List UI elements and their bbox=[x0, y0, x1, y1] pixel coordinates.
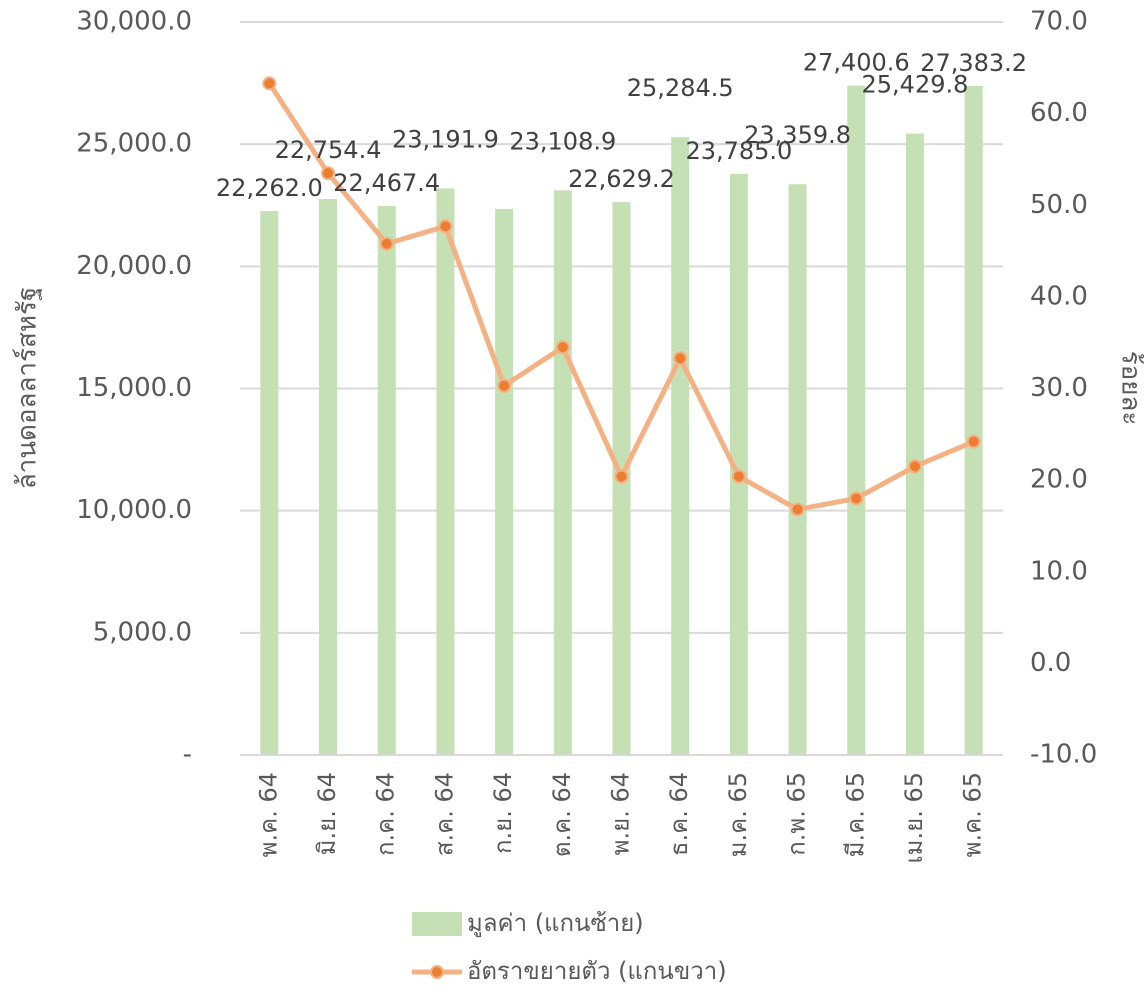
data-label: 22,262.0 bbox=[216, 174, 323, 202]
data-label: 23,191.9 bbox=[392, 125, 499, 153]
data-label: 27,400.6 bbox=[803, 49, 910, 77]
marker bbox=[262, 76, 277, 91]
bar bbox=[553, 190, 572, 755]
marker bbox=[790, 502, 805, 517]
legend-marker bbox=[430, 965, 444, 979]
y-axis-title: ล้านดอลลาร์สหรัฐ bbox=[13, 287, 43, 490]
y-tick-label: 20,000.0 bbox=[76, 251, 192, 281]
marker bbox=[673, 351, 688, 366]
y2-tick-label: 30.0 bbox=[1030, 373, 1088, 403]
y-tick-label: 30,000.0 bbox=[76, 7, 192, 37]
marker bbox=[731, 469, 746, 484]
bar bbox=[847, 85, 866, 755]
data-label: 25,429.8 bbox=[862, 71, 969, 99]
marker bbox=[438, 219, 453, 234]
legend-label: มูลค่า (แกนซ้าย) bbox=[467, 909, 644, 938]
bar bbox=[905, 133, 924, 755]
x-tick-label: ส.ค. 64 bbox=[430, 772, 458, 856]
x-tick-label: พ.ค. 64 bbox=[254, 772, 282, 857]
bar bbox=[964, 85, 983, 756]
data-label: 22,754.4 bbox=[275, 136, 382, 164]
y2-axis-title: ร้อยละ bbox=[1116, 351, 1146, 426]
data-label: 22,467.4 bbox=[333, 169, 440, 197]
marker bbox=[379, 236, 394, 251]
x-tick-label: พ.ค. 65 bbox=[959, 772, 987, 857]
y2-tick-label: -10.0 bbox=[1030, 740, 1097, 770]
y-tick-label: - bbox=[183, 740, 192, 770]
bar bbox=[671, 137, 690, 755]
x-tick-label: ก.ย. 64 bbox=[489, 772, 517, 854]
x-tick-label: มิ.ย. 64 bbox=[313, 772, 341, 855]
marker bbox=[966, 434, 981, 449]
bar bbox=[729, 173, 748, 756]
data-label: 23,785.0 bbox=[685, 137, 792, 165]
x-tick-label: ม.ค. 65 bbox=[724, 772, 752, 857]
x-tick-label: เม.ย. 65 bbox=[900, 772, 928, 864]
bar bbox=[788, 184, 807, 756]
bar bbox=[436, 188, 455, 755]
data-label: 27,383.2 bbox=[920, 49, 1027, 77]
y-tick-label: 10,000.0 bbox=[76, 495, 192, 525]
y2-tick-label: 60.0 bbox=[1030, 98, 1088, 128]
legend-swatch bbox=[412, 912, 462, 936]
bar bbox=[260, 211, 279, 756]
data-label: 25,284.5 bbox=[627, 74, 734, 102]
y2-tick-label: 20.0 bbox=[1030, 465, 1088, 495]
x-tick-label: ธ.ค. 64 bbox=[665, 772, 693, 856]
y2-tick-label: 50.0 bbox=[1030, 190, 1088, 220]
x-tick-label: พ.ย. 64 bbox=[607, 772, 635, 855]
x-tick-label: ก.ค. 64 bbox=[372, 772, 400, 856]
legend-label: อัตราขยายตัว (แกนขวา) bbox=[467, 957, 727, 985]
y-tick-label: 5,000.0 bbox=[93, 617, 192, 647]
y-tick-label: 15,000.0 bbox=[76, 373, 192, 403]
y2-tick-label: 0.0 bbox=[1030, 648, 1071, 678]
x-tick-label: ก.พ. 65 bbox=[783, 772, 811, 856]
bar bbox=[495, 208, 514, 756]
data-label: 23,108.9 bbox=[509, 127, 616, 155]
marker bbox=[321, 166, 336, 181]
marker bbox=[555, 340, 570, 355]
data-label: 22,629.2 bbox=[568, 165, 675, 193]
y-tick-label: 25,000.0 bbox=[76, 129, 192, 159]
y2-tick-label: 70.0 bbox=[1030, 7, 1088, 37]
y2-tick-label: 40.0 bbox=[1030, 281, 1088, 311]
x-tick-label: ต.ค. 64 bbox=[548, 772, 576, 857]
bar bbox=[319, 199, 338, 755]
marker bbox=[497, 378, 512, 393]
data-label: 23,359.8 bbox=[744, 121, 851, 149]
x-tick-label: มี.ค. 65 bbox=[841, 772, 869, 857]
marker bbox=[849, 491, 864, 506]
marker bbox=[614, 469, 629, 484]
marker bbox=[907, 459, 922, 474]
y2-tick-label: 10.0 bbox=[1030, 556, 1088, 586]
bar bbox=[377, 206, 396, 756]
